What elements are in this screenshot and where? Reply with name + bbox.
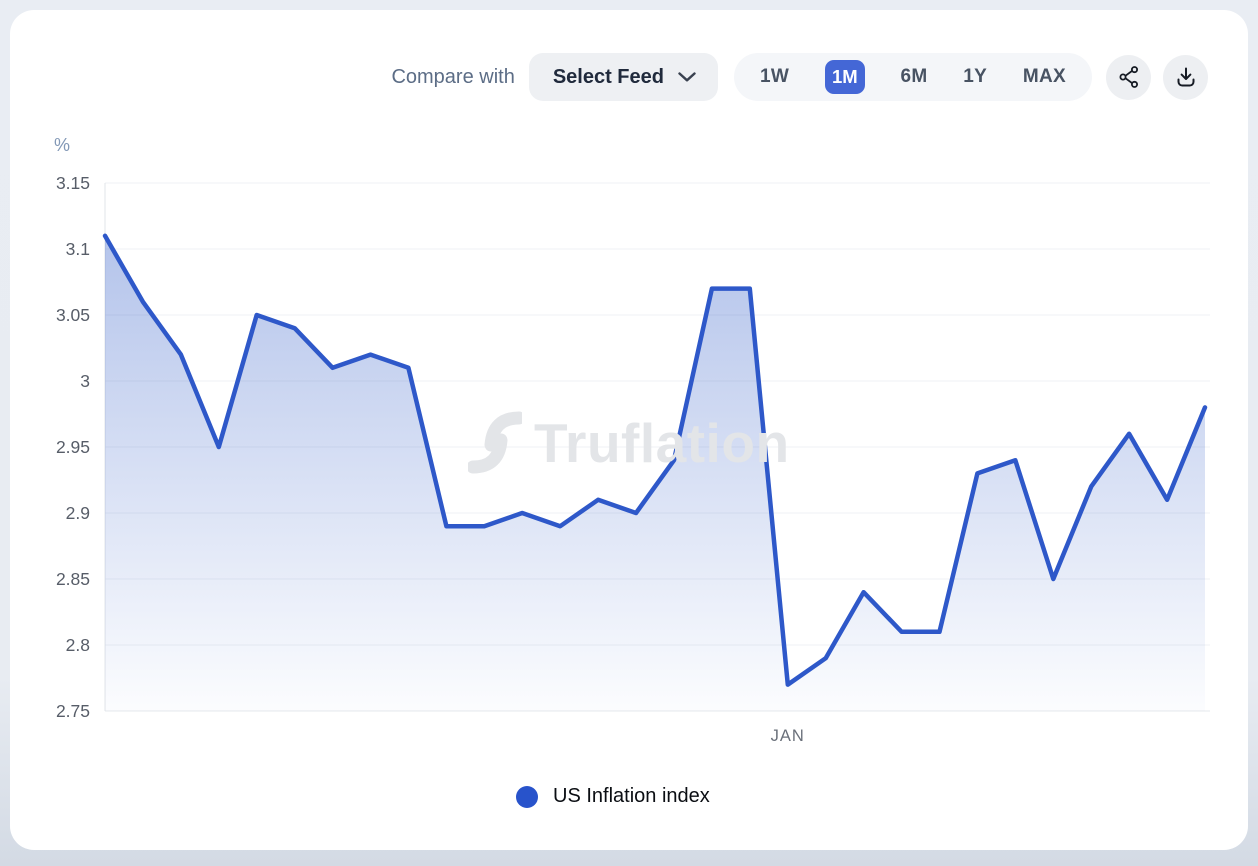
y-tick-label: 3.05	[56, 305, 90, 325]
toolbar: Compare with Select Feed 1W 1M 6M 1Y MAX	[391, 53, 1208, 101]
feed-select-button[interactable]: Select Feed	[528, 53, 718, 101]
feed-select-label: Select Feed	[552, 65, 664, 88]
legend-dot	[516, 785, 538, 808]
chart-card: 3.15 3.1 3.05 3 2.95 2.9 2.85 2.8 2.75% JAN Trufl…	[10, 10, 1248, 850]
range-1y-button[interactable]: 1Y	[963, 60, 987, 94]
chevron-down-icon	[678, 72, 696, 82]
range-buttons: 1W 1M 6M 1Y MAX	[734, 53, 1092, 101]
y-tick-label: 2.95	[56, 437, 90, 457]
x-tick-label: JAN	[771, 727, 805, 745]
series-line	[102, 233, 1208, 687]
range-max-button[interactable]: MAX	[1023, 60, 1066, 94]
compare-with-label: Compare with	[391, 65, 515, 88]
download-icon	[1177, 67, 1194, 87]
range-1m-button[interactable]: 1M	[824, 60, 865, 94]
inflation-chart: 3.15 3.1 3.05 3 2.95 2.9 2.85 2.8 2.75% JAN	[54, 135, 1210, 745]
legend-label: US Inflation index	[553, 785, 710, 807]
download-button[interactable]	[1163, 54, 1208, 100]
share-button[interactable]	[1106, 54, 1151, 100]
y-tick-label: 2.85	[56, 569, 90, 589]
y-tick-label: 3.15	[56, 173, 90, 193]
y-tick-label: 3	[80, 371, 90, 391]
y-tick-label: 3.1	[66, 239, 90, 259]
y-tick-label: 2.9	[66, 503, 90, 523]
legend: US Inflation index	[516, 785, 710, 808]
y-tick-label: 2.8	[66, 635, 90, 655]
y-tick-label: 2.75	[56, 701, 90, 721]
share-nodes-icon	[1119, 66, 1138, 88]
area-fill	[105, 235, 1205, 712]
range-1w-button[interactable]: 1W	[760, 60, 789, 94]
range-6m-button[interactable]: 6M	[901, 60, 928, 94]
y-axis-unit-label: %	[54, 135, 70, 155]
